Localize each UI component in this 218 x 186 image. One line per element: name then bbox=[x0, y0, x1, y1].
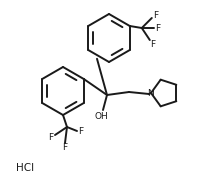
Text: N: N bbox=[147, 89, 153, 97]
Text: F: F bbox=[78, 126, 83, 135]
Text: F: F bbox=[155, 23, 160, 33]
Text: F: F bbox=[153, 10, 158, 20]
Text: F: F bbox=[150, 39, 155, 49]
Text: HCl: HCl bbox=[16, 163, 34, 173]
Text: OH: OH bbox=[94, 111, 108, 121]
Text: F: F bbox=[62, 144, 68, 153]
Text: F: F bbox=[48, 132, 54, 142]
